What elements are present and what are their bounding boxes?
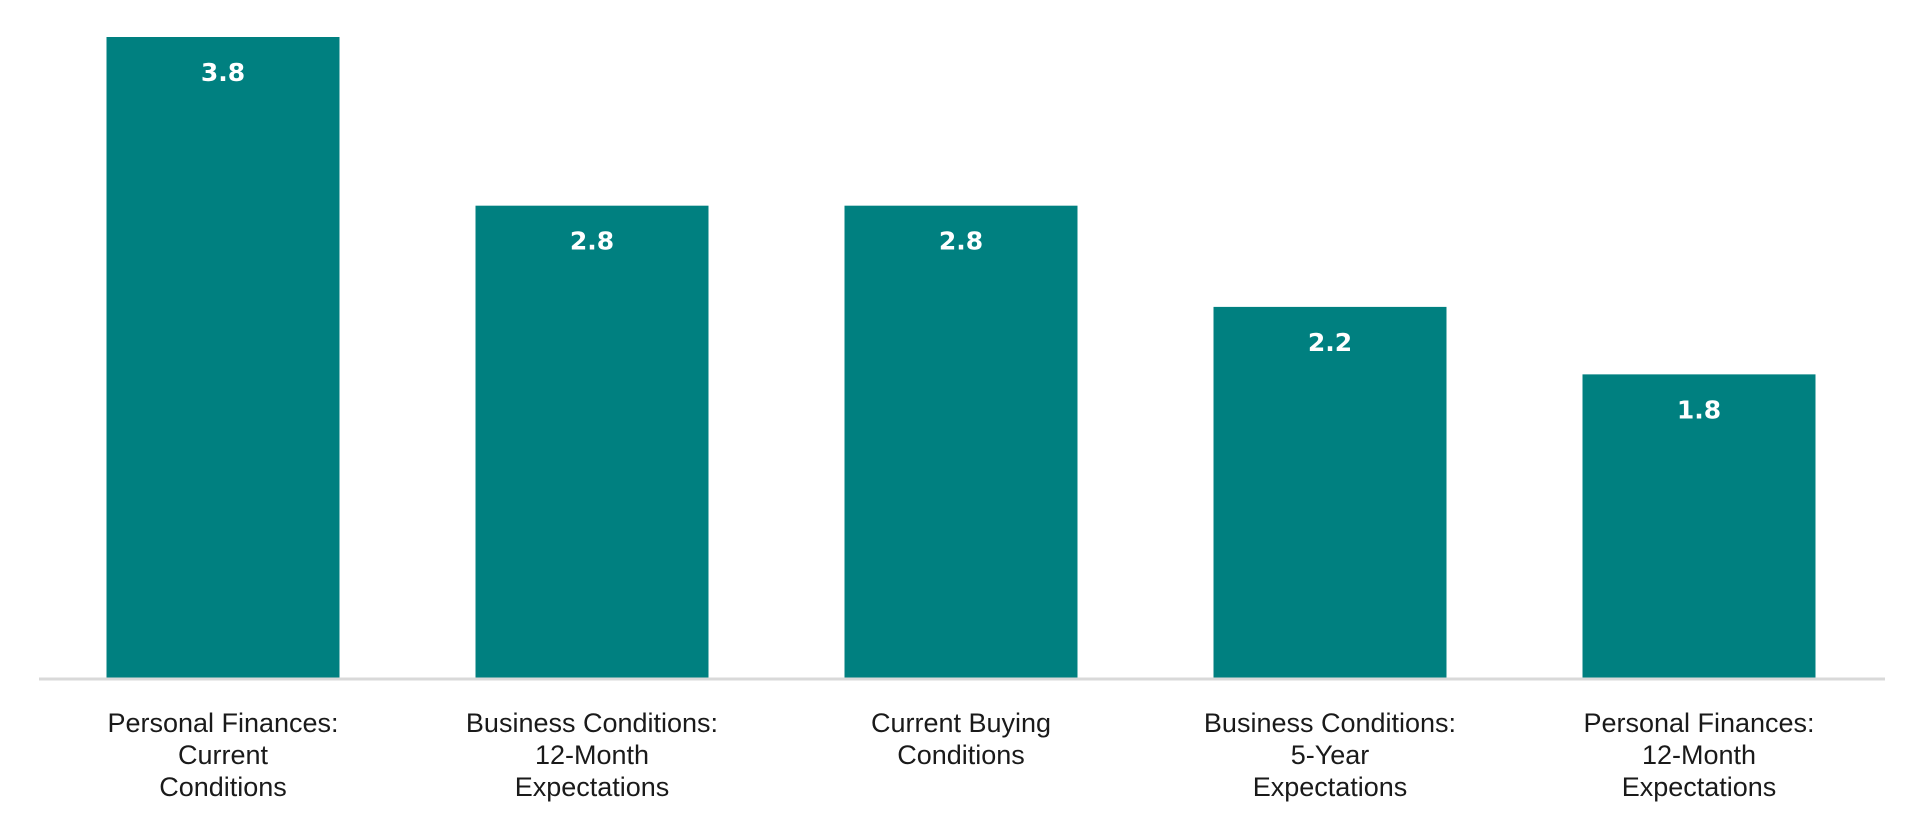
- category-label-1-line-0: Business Conditions:: [466, 708, 718, 738]
- bar-1: [475, 205, 709, 678]
- category-label-4: Personal Finances: 12-Month Expectations: [1583, 708, 1814, 802]
- category-label-4-line-0: Personal Finances:: [1583, 708, 1814, 738]
- category-label-1: Business Conditions: 12-Month Expectations: [466, 708, 718, 802]
- bar-value-label-1: 2.8: [570, 227, 614, 256]
- category-label-2-line-1: Conditions: [897, 740, 1025, 770]
- category-label-3: Business Conditions: 5-Year Expectations: [1204, 708, 1456, 802]
- category-label-0-line-0: Personal Finances:: [107, 708, 338, 738]
- category-label-2: Current Buying Conditions: [871, 708, 1051, 770]
- category-label-1-line-2: Expectations: [515, 772, 670, 802]
- bar-value-label-4: 1.8: [1677, 395, 1721, 424]
- category-label-3-line-2: Expectations: [1253, 772, 1408, 802]
- value-labels-group: 3.8 2.8 2.8 2.2 1.8: [201, 58, 1721, 424]
- category-label-3-line-1: 5-Year: [1291, 740, 1370, 770]
- category-label-2-line-0: Current Buying: [871, 708, 1051, 738]
- category-label-0-line-2: Conditions: [159, 772, 287, 802]
- category-label-1-line-1: 12-Month: [535, 740, 649, 770]
- category-label-0-line-1: Current: [178, 740, 269, 770]
- bar-3: [1213, 306, 1447, 678]
- bar-0: [106, 37, 340, 678]
- bar-4: [1582, 374, 1816, 678]
- bar-value-label-0: 3.8: [201, 58, 245, 87]
- bars-group: [106, 37, 1816, 678]
- category-label-4-line-2: Expectations: [1622, 772, 1777, 802]
- bar-value-label-3: 2.2: [1308, 328, 1352, 357]
- category-label-0: Personal Finances: Current Conditions: [107, 708, 338, 802]
- category-label-4-line-1: 12-Month: [1642, 740, 1756, 770]
- bar-value-label-2: 2.8: [939, 227, 983, 256]
- bar-2: [844, 205, 1078, 678]
- category-labels-group: Personal Finances: Current ConditionsBusin…: [107, 708, 1814, 802]
- category-label-3-line-0: Business Conditions:: [1204, 708, 1456, 738]
